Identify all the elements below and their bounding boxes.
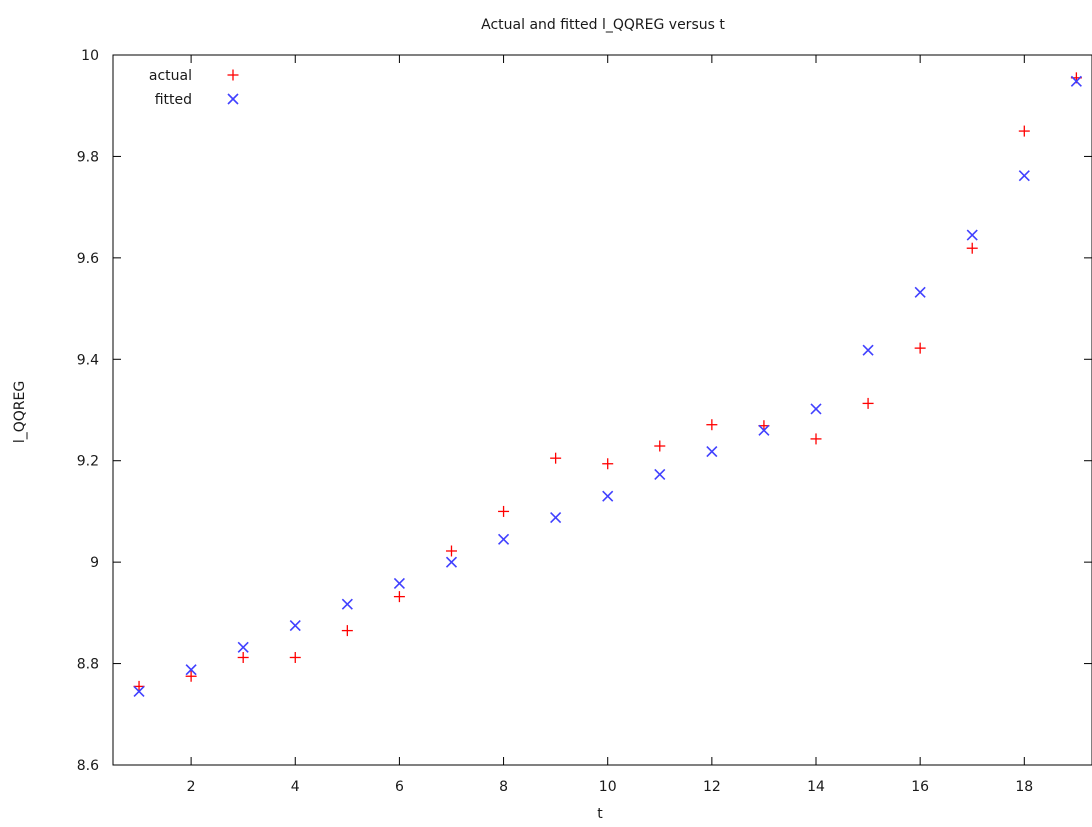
legend-marker-actual bbox=[227, 69, 239, 81]
data-point-fitted bbox=[810, 403, 822, 415]
y-axis-title: l_QQREG bbox=[12, 381, 28, 443]
legend-marker-fitted bbox=[227, 93, 239, 105]
data-point-actual bbox=[445, 545, 457, 557]
legend-marker-plus bbox=[227, 69, 239, 81]
data-point-actual bbox=[966, 242, 978, 254]
data-point-actual bbox=[810, 433, 822, 445]
data-point-fitted bbox=[445, 556, 458, 568]
x-axis-title: t bbox=[597, 806, 603, 822]
data-point-actual bbox=[341, 625, 353, 637]
y-tick-label: 10 bbox=[81, 48, 99, 64]
legend-marker-cross bbox=[227, 93, 239, 105]
data-point-actual bbox=[289, 651, 301, 663]
x-tick-label: 6 bbox=[395, 779, 404, 795]
data-point-fitted bbox=[758, 424, 770, 436]
data-point-actual bbox=[706, 419, 718, 431]
data-point-actual bbox=[550, 452, 562, 464]
data-point-actual bbox=[654, 440, 666, 452]
x-tick-label: 10 bbox=[599, 779, 617, 795]
data-point-actual bbox=[1018, 125, 1030, 137]
data-point-fitted bbox=[862, 344, 874, 356]
data-point-actual bbox=[185, 670, 197, 682]
data-point-actual bbox=[133, 680, 145, 692]
y-tick-label: 9.2 bbox=[77, 454, 99, 470]
data-point-fitted bbox=[185, 664, 197, 676]
plot-frame bbox=[112, 54, 1092, 766]
data-point-fitted bbox=[1070, 75, 1082, 87]
data-points bbox=[133, 72, 1082, 698]
data-point-fitted bbox=[497, 533, 510, 545]
x-tick-label: 18 bbox=[1015, 779, 1033, 795]
data-point-actual bbox=[393, 591, 405, 603]
data-point-actual bbox=[862, 397, 874, 409]
data-point-actual bbox=[498, 505, 510, 517]
y-tick-label: 9.8 bbox=[77, 149, 99, 165]
legend-label-fitted: fitted bbox=[155, 92, 192, 108]
x-tick-label: 12 bbox=[703, 779, 721, 795]
y-tick-label: 9 bbox=[90, 555, 99, 571]
y-tick-label: 8.6 bbox=[77, 758, 99, 774]
x-tick-label: 14 bbox=[807, 779, 825, 795]
data-point-actual bbox=[237, 651, 249, 663]
y-tick-label: 8.8 bbox=[77, 657, 99, 673]
data-point-fitted bbox=[966, 229, 978, 241]
data-point-fitted bbox=[654, 468, 666, 480]
chart-title: Actual and fitted l_QQREG versus t bbox=[481, 17, 725, 33]
legend: actual fitted bbox=[149, 68, 239, 108]
data-point-actual bbox=[914, 342, 926, 354]
y-tick-label: 9.6 bbox=[77, 251, 99, 267]
x-tick-label: 8 bbox=[499, 779, 508, 795]
data-point-fitted bbox=[602, 490, 614, 502]
y-tick-label: 9.4 bbox=[77, 352, 99, 368]
legend-label-actual: actual bbox=[149, 68, 192, 84]
data-point-fitted bbox=[706, 446, 718, 458]
data-point-fitted bbox=[237, 641, 249, 653]
data-point-fitted bbox=[914, 286, 926, 298]
data-point-fitted bbox=[341, 598, 353, 610]
data-point-actual bbox=[602, 458, 614, 470]
axis-ticks: 2 4 6 8 10 12 14 16 18 8.6 8.8 9 9.2 9.4 9.6 9.8 10 bbox=[77, 48, 1092, 795]
x-tick-label: 4 bbox=[291, 779, 300, 795]
data-point-fitted bbox=[550, 511, 562, 524]
x-tick-label: 2 bbox=[187, 779, 196, 795]
data-point-fitted bbox=[289, 619, 301, 632]
data-point-fitted bbox=[133, 685, 145, 698]
data-point-fitted bbox=[1018, 170, 1030, 182]
x-tick-label: 16 bbox=[911, 779, 929, 795]
data-point-fitted bbox=[393, 577, 405, 590]
